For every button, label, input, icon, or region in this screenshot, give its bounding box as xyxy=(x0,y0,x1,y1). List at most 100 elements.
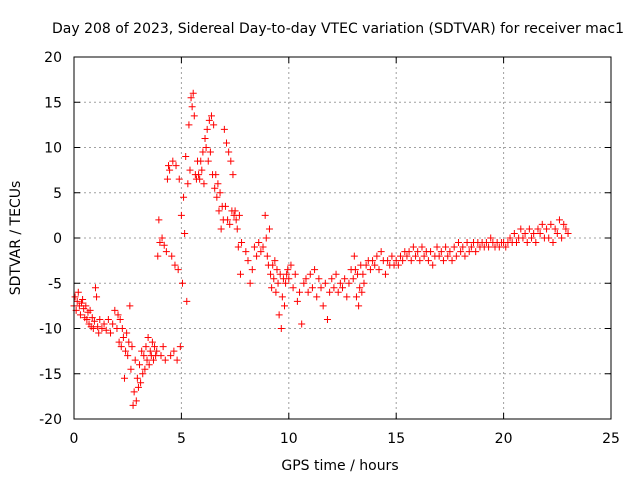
y-tick-label: -5 xyxy=(48,276,62,292)
data-point xyxy=(197,157,205,165)
data-point xyxy=(205,116,213,124)
y-tick-label: 0 xyxy=(53,231,62,247)
data-point xyxy=(238,239,246,247)
data-point xyxy=(271,257,279,265)
data-point xyxy=(467,243,475,251)
data-point xyxy=(206,148,214,156)
data-point xyxy=(93,293,101,301)
data-point xyxy=(446,248,454,256)
data-point xyxy=(153,347,161,355)
data-point xyxy=(160,241,168,249)
data-point xyxy=(306,270,314,278)
data-point xyxy=(221,202,229,210)
data-point xyxy=(512,239,520,247)
data-point xyxy=(181,229,189,237)
data-point xyxy=(133,374,141,382)
data-point xyxy=(375,266,383,274)
y-tick-label: -15 xyxy=(39,367,62,383)
data-point xyxy=(319,302,327,310)
data-point xyxy=(457,248,465,256)
data-point xyxy=(165,162,173,170)
data-point xyxy=(355,302,363,310)
data-point xyxy=(78,299,86,307)
data-point xyxy=(285,275,293,283)
data-point xyxy=(536,229,544,237)
data-point xyxy=(139,370,147,378)
x-tick-label: 5 xyxy=(177,431,186,447)
data-point xyxy=(341,275,349,283)
data-point xyxy=(124,352,132,360)
data-point xyxy=(196,175,204,183)
data-point xyxy=(162,248,170,256)
x-tick-label: 0 xyxy=(70,431,79,447)
data-point xyxy=(293,297,301,305)
data-point xyxy=(420,252,428,260)
data-point xyxy=(155,216,163,224)
data-point xyxy=(265,225,273,233)
data-point xyxy=(313,293,321,301)
data-point xyxy=(253,252,261,260)
data-point xyxy=(140,352,148,360)
data-point xyxy=(315,275,323,283)
data-point xyxy=(349,275,357,283)
data-point xyxy=(429,261,437,269)
data-point xyxy=(525,225,533,233)
data-point xyxy=(158,234,166,242)
data-point xyxy=(199,148,207,156)
data-point xyxy=(83,315,91,323)
data-point xyxy=(547,220,555,228)
data-point xyxy=(214,180,222,188)
data-point xyxy=(560,220,568,228)
data-point xyxy=(304,288,312,296)
data-point xyxy=(248,266,256,274)
data-point xyxy=(182,153,190,161)
data-point xyxy=(465,248,473,256)
data-point xyxy=(148,338,156,346)
data-point xyxy=(154,252,162,260)
data-point xyxy=(203,125,211,133)
data-point xyxy=(224,216,232,224)
data-point xyxy=(377,248,385,256)
data-point xyxy=(142,343,150,351)
y-tick-label: 20 xyxy=(44,50,62,66)
data-point xyxy=(283,270,291,278)
data-point xyxy=(104,315,112,323)
data-point xyxy=(79,296,87,304)
data-point xyxy=(412,252,420,260)
data-point xyxy=(317,284,325,292)
data-point xyxy=(118,325,126,332)
data-point xyxy=(212,171,220,179)
data-point xyxy=(170,347,178,355)
data-point xyxy=(225,148,233,156)
data-point xyxy=(414,248,422,256)
data-point xyxy=(296,288,304,296)
data-point xyxy=(433,243,441,251)
data-point xyxy=(188,103,196,111)
data-point xyxy=(95,329,103,337)
data-point xyxy=(273,266,281,274)
data-point xyxy=(102,326,110,334)
data-point xyxy=(267,270,275,278)
data-point xyxy=(311,266,319,274)
data-point xyxy=(407,257,415,265)
data-point xyxy=(207,112,215,120)
data-point xyxy=(136,361,144,369)
y-tick-label: 15 xyxy=(44,95,62,111)
data-point xyxy=(396,252,404,260)
data-point xyxy=(276,270,284,278)
data-point xyxy=(119,334,127,342)
y-tick-label: 10 xyxy=(44,141,62,157)
data-point xyxy=(472,248,480,256)
data-point xyxy=(270,275,278,283)
x-tick-label: 20 xyxy=(495,431,513,447)
data-point xyxy=(555,216,563,224)
data-point xyxy=(495,243,503,251)
data-point xyxy=(345,279,353,287)
data-point xyxy=(246,279,254,287)
data-point xyxy=(226,220,234,228)
data-point xyxy=(235,211,243,219)
y-tick-labels: -20 -15 -10 -5 0 5 10 15 20 xyxy=(39,50,62,428)
data-point xyxy=(111,306,119,314)
data-point xyxy=(232,216,240,224)
data-point xyxy=(250,243,258,251)
